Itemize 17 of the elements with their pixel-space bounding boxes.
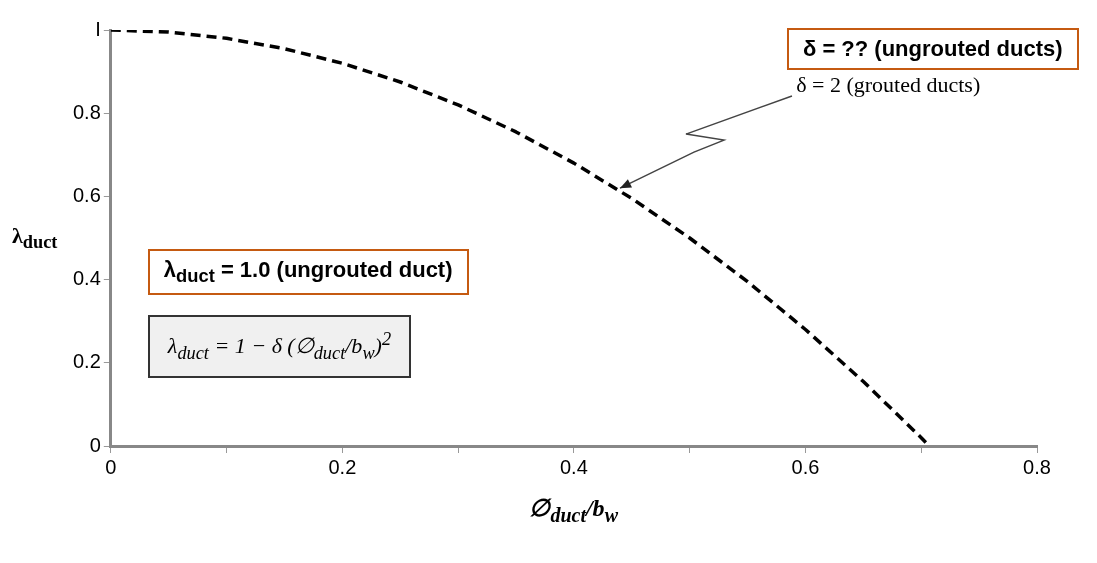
annotation: δ = ?? (ungrouted ducts) [786,28,1079,71]
y-tick-label: I [95,17,101,40]
x-tick-label: 0.4 [560,455,588,478]
x-tick-label: 0 [105,455,117,478]
annotation: λ$_{duct}$ = 1.0 (ungrouted duct) [147,248,469,296]
y-tick-label: 0.6 [72,183,101,206]
x-tick-label: 0.8 [1023,455,1051,478]
annotation: λ$_{duct}$ = 1 − δ (∅$_{duct}$/b$_{w}$)$^{2}$ [147,315,412,379]
y-axis-title: λ$_{duct}$ [12,223,58,254]
y-tick-label: 0.4 [72,267,101,290]
x-axis-title: ∅$_{duct}$/b$_{w}$ [529,494,618,527]
y-tick-label: 0.8 [72,100,101,123]
annotation: δ = 2 (grouted ducts) [796,69,981,100]
y-tick-label: 0 [89,433,101,456]
x-tick-label: 0.6 [791,455,820,478]
x-tick-label: 0.2 [328,455,357,478]
y-tick-label: 0.2 [72,350,101,373]
